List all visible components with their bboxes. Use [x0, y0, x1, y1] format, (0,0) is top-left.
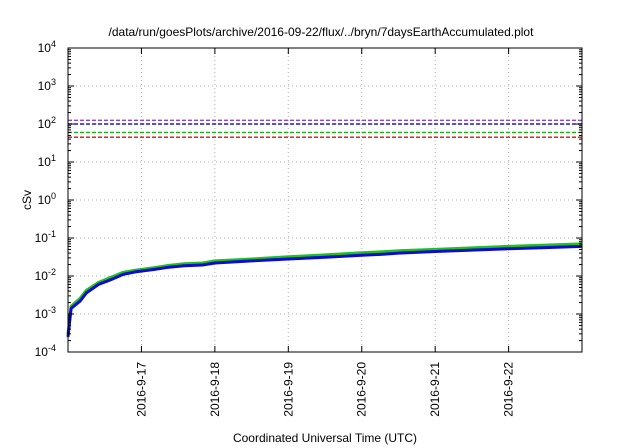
x-tick-label: 2016-9-19	[281, 362, 295, 417]
series-lines	[66, 242, 583, 338]
y-tick-exponent: -2	[48, 267, 56, 277]
y-tick-exponent: -4	[48, 343, 56, 353]
x-tick-label: 2016-9-18	[208, 362, 222, 417]
x-tick-label: 2016-9-21	[428, 362, 442, 417]
series-line	[66, 242, 583, 335]
y-tick-exponent: 3	[51, 77, 56, 87]
x-axis-label: Coordinated Universal Time (UTC)	[233, 431, 417, 445]
y-tick-base: 10	[35, 231, 49, 245]
chart-title: /data/run/goesPlots/archive/2016-09-22/f…	[109, 25, 535, 39]
x-tick-label: 2016-9-20	[355, 362, 369, 417]
y-tick-base: 10	[35, 345, 49, 359]
y-tick-base: 10	[38, 79, 52, 93]
y-tick-base: 10	[38, 41, 52, 55]
y-tick-label: 101	[38, 153, 56, 169]
y-tick-label: 10-3	[35, 305, 56, 321]
y-tick-label: 10-1	[35, 229, 56, 245]
y-tick-exponent: 0	[51, 191, 56, 201]
y-tick-exponent: 1	[51, 153, 56, 163]
y-tick-base: 10	[38, 193, 52, 207]
y-tick-base: 10	[38, 117, 52, 131]
axis-ticks	[68, 47, 582, 353]
series-line	[66, 244, 583, 338]
x-tick-label: 2016-9-17	[134, 362, 148, 417]
y-tick-base: 10	[35, 307, 49, 321]
y-tick-exponent: -1	[48, 229, 56, 239]
y-tick-label: 100	[38, 191, 56, 207]
y-tick-exponent: -3	[48, 305, 56, 315]
y-axis-label: cSv	[20, 190, 34, 210]
y-tick-base: 10	[35, 269, 49, 283]
y-tick-label: 10-4	[35, 343, 56, 359]
y-tick-exponent: 2	[51, 115, 56, 125]
y-tick-label: 10-2	[35, 267, 56, 283]
x-tick-labels: 2016-9-17 2016-9-18 2016-9-19 2016-9-20 2016…	[134, 362, 515, 417]
reference-lines	[68, 119, 582, 138]
y-tick-exponent: 4	[51, 39, 56, 49]
x-tick-label: 2016-9-22	[502, 362, 516, 417]
y-tick-base: 10	[38, 155, 52, 169]
y-tick-label: 104	[38, 39, 56, 55]
y-tick-label: 102	[38, 115, 56, 131]
y-tick-label: 103	[38, 77, 56, 93]
grid	[68, 48, 582, 352]
